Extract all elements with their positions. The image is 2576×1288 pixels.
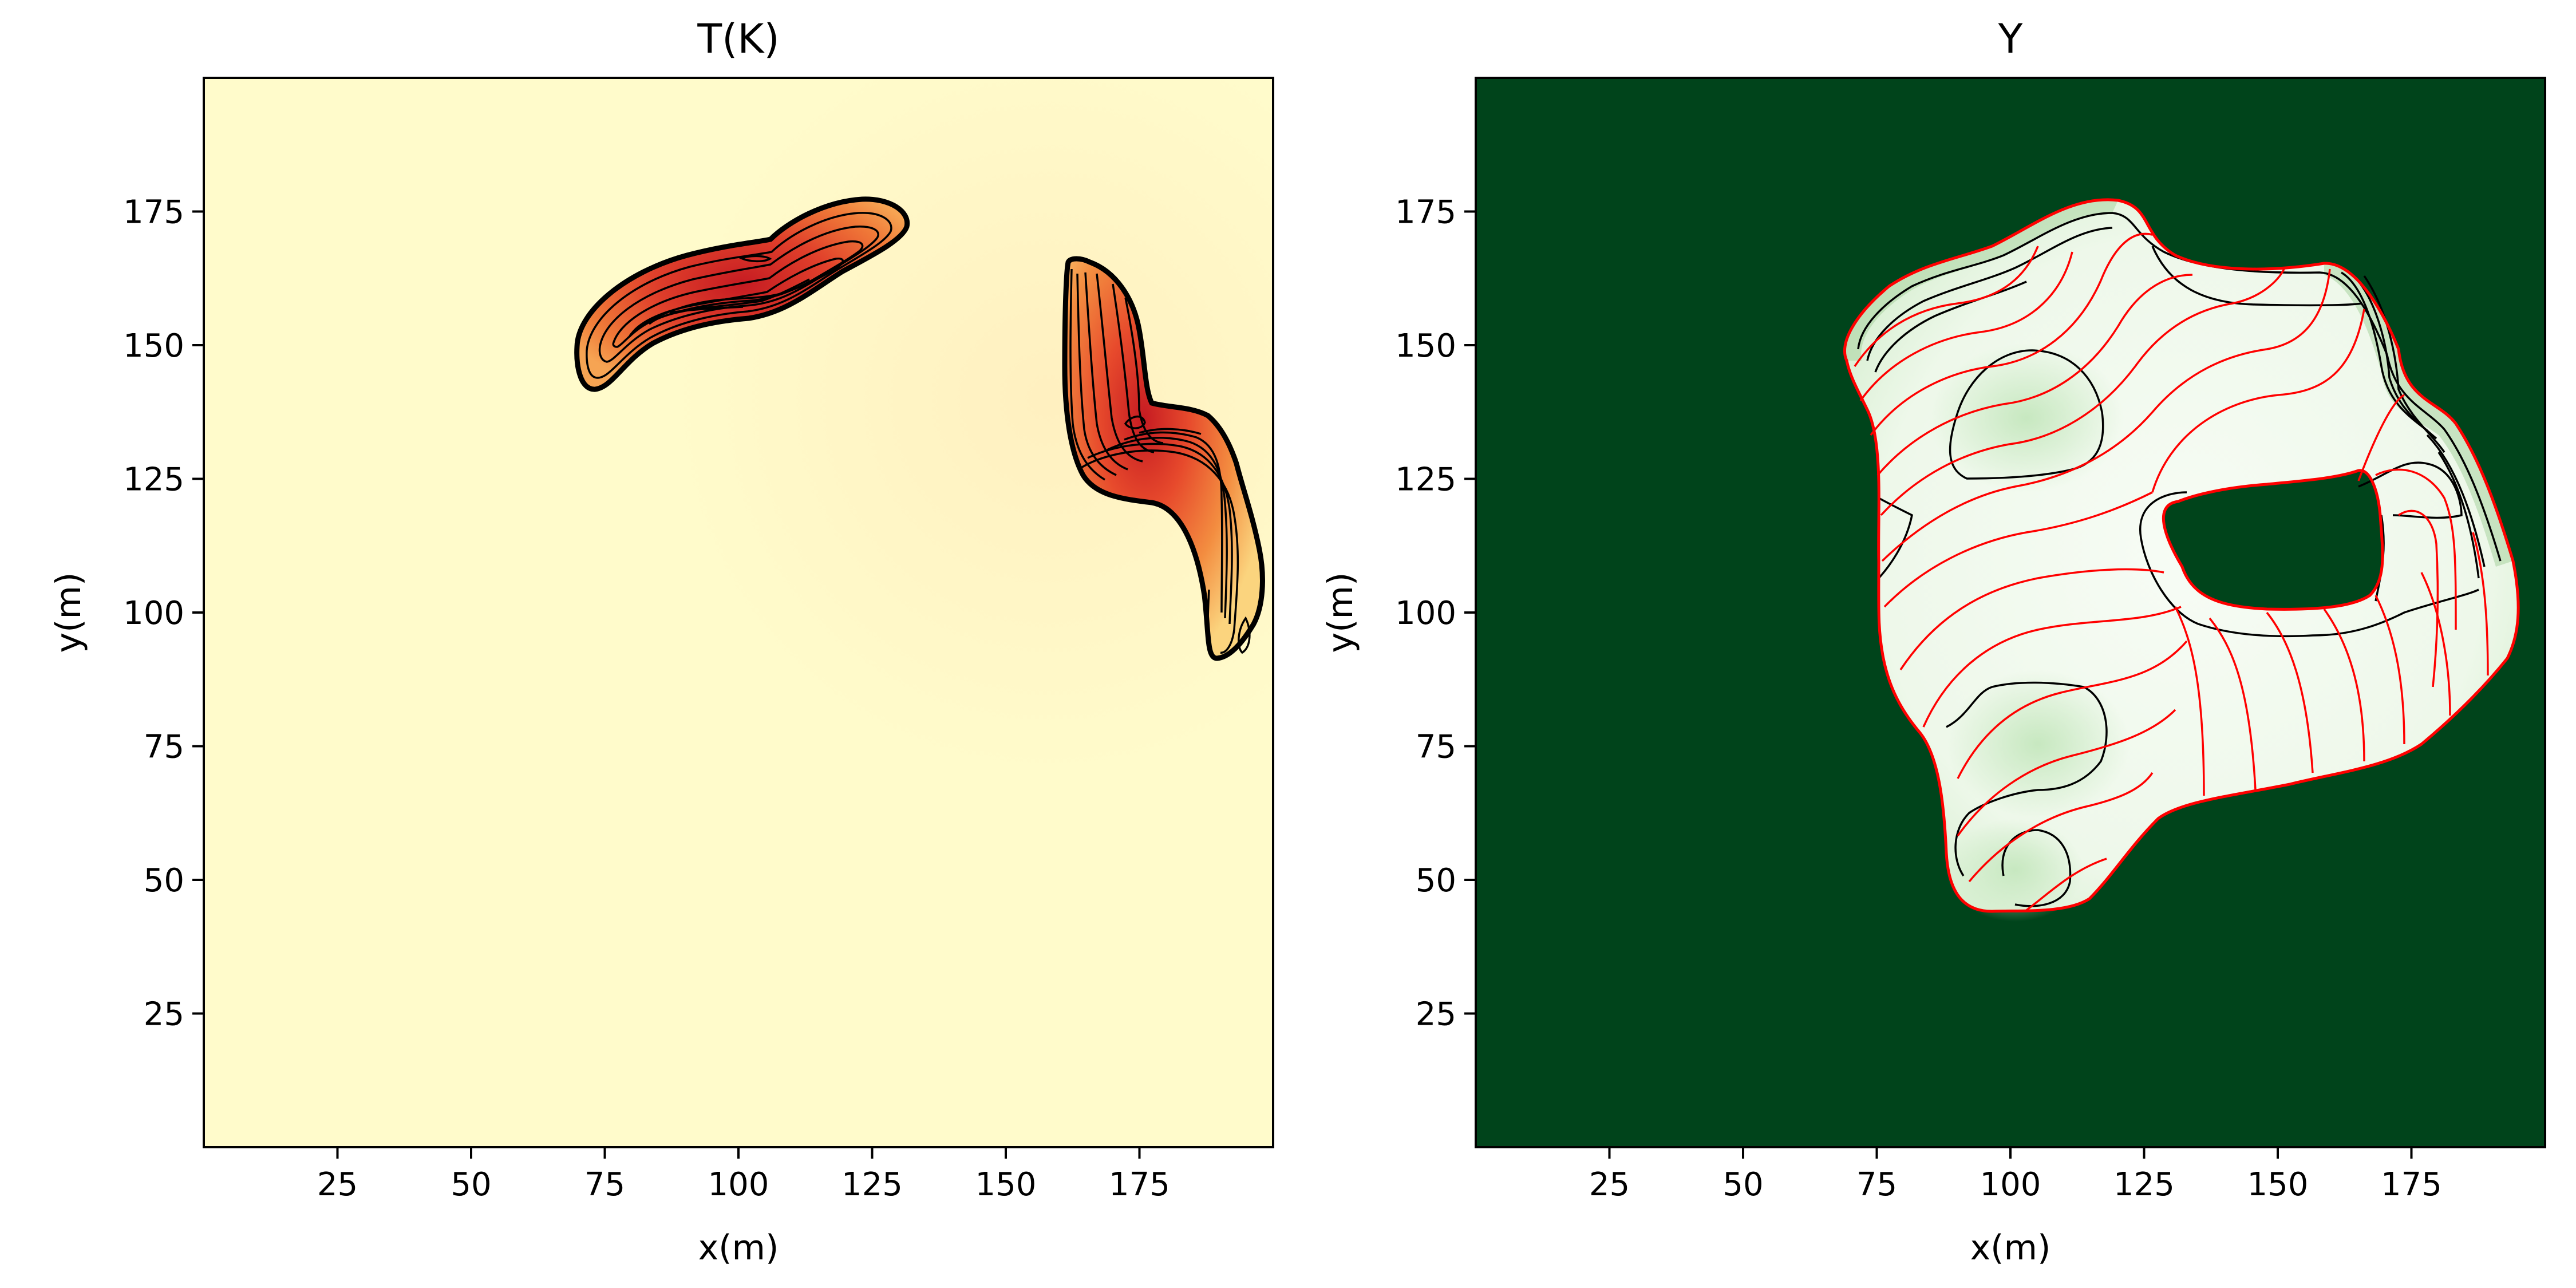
fuel-y-tick-label: 100 — [1395, 595, 1456, 632]
fuel-x-tick-label: 125 — [2113, 1166, 2175, 1203]
temperature-y-tick-label: 150 — [123, 327, 184, 365]
temperature-x-tick-label: 25 — [317, 1166, 358, 1203]
temperature-field — [574, 196, 1265, 661]
fire-front-contours — [1843, 198, 2520, 913]
residual-fuel-spot — [1946, 670, 2129, 819]
residual-fuel-spot — [1946, 819, 2084, 922]
temperature-ticks: 25 50 75 100 125 150 175 25 50 75 100 125 150 175 — [123, 194, 1170, 1204]
temperature-x-axis-label: x(m) — [698, 1228, 779, 1268]
fuel-field — [1843, 198, 2520, 922]
temperature-x-tick-label: 175 — [1109, 1166, 1170, 1203]
temperature-background — [204, 78, 1273, 1147]
panel-temperature: 25 50 75 100 125 150 175 25 50 75 100 125 150 175 T(K… — [49, 15, 1274, 1268]
fuel-x-tick-label: 100 — [1980, 1166, 2041, 1203]
temperature-y-tick-label: 100 — [123, 595, 184, 632]
fuel-x-axis-label: x(m) — [1970, 1228, 2051, 1268]
burned-edge-band — [2324, 263, 2513, 567]
fuel-x-tick-label: 75 — [1856, 1166, 1897, 1203]
fuel-y-tick-label: 50 — [1416, 862, 1456, 899]
panel-fuel-fraction: 25 50 75 100 125 150 175 25 50 75 100 125 150 175 Y x… — [1321, 15, 2546, 1268]
temperature-y-tick-label: 25 — [144, 996, 184, 1033]
temperature-y-axis-label: y(m) — [49, 572, 89, 653]
hot-band-right-contours — [1069, 268, 1251, 654]
fuel-y-tick-label: 125 — [1395, 461, 1456, 499]
fuel-y-tick-label: 25 — [1416, 996, 1456, 1033]
fuel-x-tick-label: 50 — [1722, 1166, 1763, 1203]
fuel-x-tick-label: 150 — [2247, 1166, 2309, 1203]
temperature-x-tick-label: 125 — [841, 1166, 903, 1203]
fuel-y-tick-label: 150 — [1395, 327, 1456, 365]
fuel-y-tick-label: 175 — [1395, 194, 1456, 231]
temperature-x-tick-label: 150 — [975, 1166, 1037, 1203]
fuel-x-tick-label: 25 — [1589, 1166, 1630, 1203]
residual-fuel-spot — [1929, 343, 2124, 492]
fuel-y-axis-label: y(m) — [1321, 572, 1361, 653]
fuel-title: Y — [1998, 15, 2023, 62]
temperature-y-tick-label: 125 — [123, 461, 184, 499]
fuel-x-tick-label: 175 — [2381, 1166, 2442, 1203]
temperature-x-tick-label: 100 — [708, 1166, 769, 1203]
temperature-title: T(K) — [697, 15, 779, 62]
fuel-y-tick-label: 75 — [1416, 729, 1456, 766]
fuel-ticks: 25 50 75 100 125 150 175 25 50 75 100 125 150 175 — [1395, 194, 2442, 1204]
temperature-x-tick-label: 75 — [584, 1166, 625, 1203]
temperature-x-tick-label: 50 — [451, 1166, 491, 1203]
hot-band-upper-contours — [586, 212, 892, 379]
temperature-y-tick-label: 175 — [123, 194, 184, 231]
temperature-y-tick-label: 75 — [144, 729, 184, 766]
temperature-y-tick-label: 50 — [144, 862, 184, 899]
